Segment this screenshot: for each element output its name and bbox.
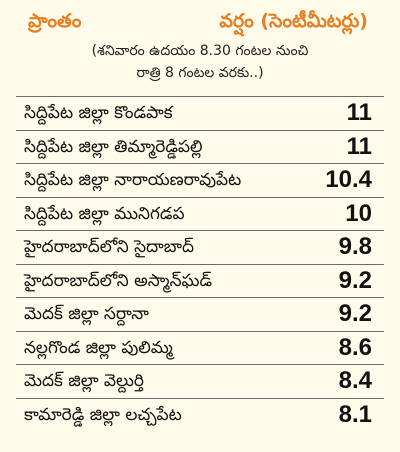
place-name: మెదక్ జిల్లా సర్దానా	[24, 304, 149, 324]
rainfall-value: 8.6	[338, 333, 372, 361]
table-row: సిద్దిపేట జిల్లా నారాయణరావుపేట 10.4	[16, 163, 384, 197]
rainfall-value: 8.4	[338, 367, 372, 394]
time-period-line-1: (శనివారం ఉదయం 8.30 గంటల నుంచి	[91, 43, 309, 59]
rainfall-value: 10	[345, 199, 372, 227]
place-name: సిద్దిపేట జిల్లా నారాయణరావుపేట	[24, 170, 242, 190]
rainfall-rows: సిద్దిపేట జిల్లా కొండపాక 11 సిద్దిపేట జి…	[16, 96, 384, 431]
rainfall-value: 8.1	[338, 400, 372, 428]
rainfall-column-header: వర్షం (సెంటీమీటర్లు)	[219, 10, 368, 32]
table-row: కామారెడ్డి జిల్లా లచ్చపేట 8.1	[16, 397, 384, 432]
table-row: మెదక్ జిల్లా సర్దానా 9.2	[16, 297, 384, 331]
table-row: హైదరాబాద్‌లోని సైదాబాద్ 9.8	[16, 230, 384, 264]
place-name: కామారెడ్డి జిల్లా లచ్చపేట	[24, 404, 182, 425]
time-period-note: (శనివారం ఉదయం 8.30 గంటల నుంచి రాత్రి 8 గ…	[16, 38, 384, 84]
table-row: హైదరాబాద్‌లోని అస్మాన్‌ఘడ్ 9.2	[16, 263, 384, 298]
place-name: సిద్దిపేట జిల్లా మునిగడప	[24, 203, 185, 224]
place-name: సిద్దిపేట జిల్లా కొండపాక	[24, 103, 173, 123]
rainfall-value: 10.4	[325, 166, 372, 193]
place-name: సిద్దిపేట జిల్లా తిమ్మారెడ్డిపల్లి	[24, 136, 203, 157]
table-row: సిద్దిపేట జిల్లా మునిగడప 10	[16, 196, 384, 231]
time-period-line-2: రాత్రి 8 గంటల వరకు..)	[136, 65, 264, 81]
region-column-header: ప్రాంతం	[28, 10, 82, 32]
place-name: హైదరాబాద్‌లోని అస్మాన్‌ఘడ్	[24, 270, 213, 291]
table-row: సిద్దిపేట జిల్లా కొండపాక 11	[16, 96, 384, 130]
rainfall-value: 9.2	[338, 300, 372, 327]
place-name: నల్లగొండ జిల్లా పులిమ్మ	[24, 337, 173, 358]
rainfall-value: 9.2	[338, 266, 372, 294]
rainfall-value: 11	[346, 99, 372, 126]
rainfall-value: 11	[346, 132, 372, 160]
rainfall-value: 9.8	[338, 233, 372, 260]
place-name: హైదరాబాద్‌లోని సైదాబాద్	[24, 237, 194, 257]
table-row: సిద్దిపేట జిల్లా తిమ్మారెడ్డిపల్లి 11	[16, 129, 384, 164]
table-header: ప్రాంతం వర్షం (సెంటీమీటర్లు)	[16, 0, 384, 40]
table-row: నల్లగొండ జిల్లా పులిమ్మ 8.6	[16, 330, 384, 365]
place-name: మెదక్ జిల్లా వెల్దుర్తి	[24, 371, 144, 391]
table-row: మెదక్ జిల్లా వెల్దుర్తి 8.4	[16, 364, 384, 398]
